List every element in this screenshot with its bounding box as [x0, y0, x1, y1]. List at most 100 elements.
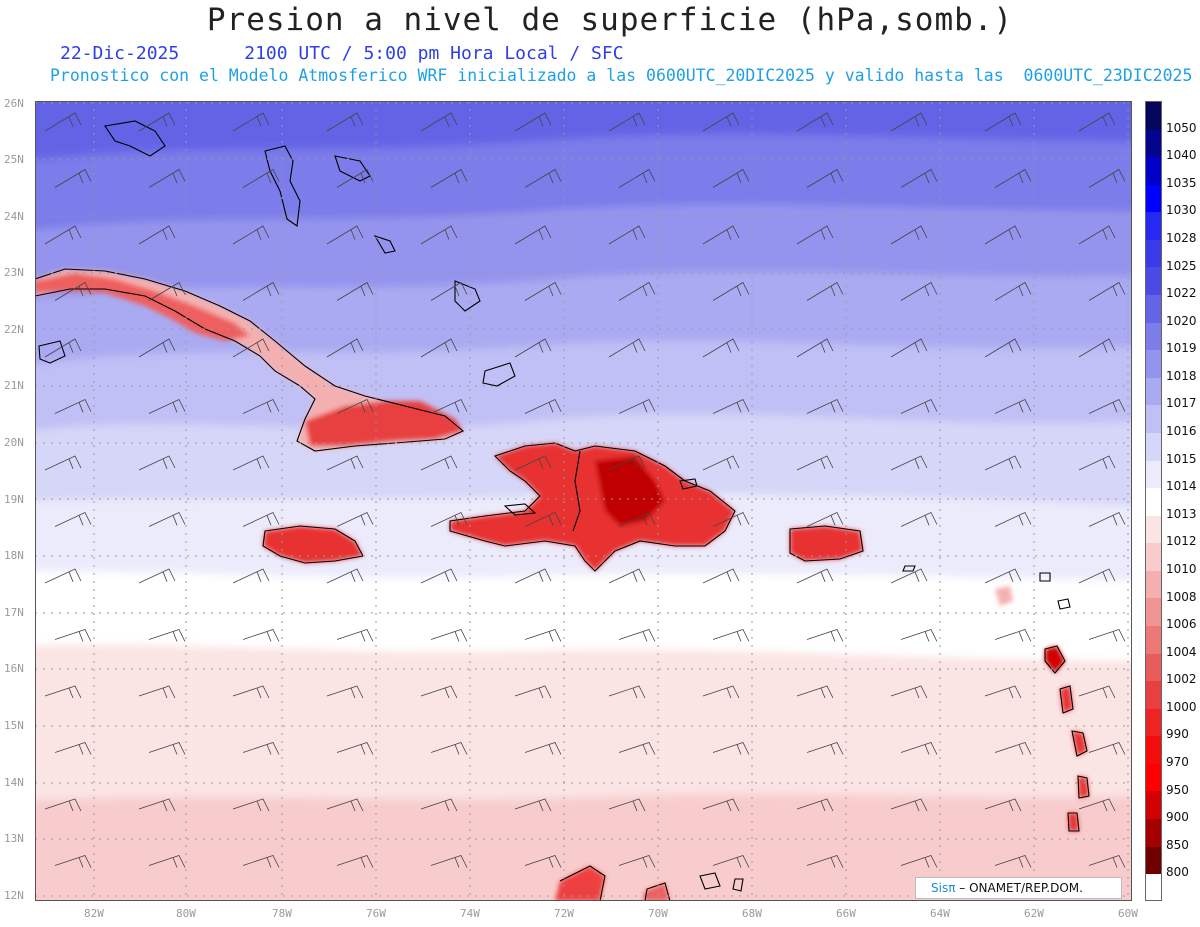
legend-swatch: [1146, 350, 1161, 378]
wind-barb: [138, 568, 176, 584]
legend-level-label: 970: [1166, 755, 1189, 770]
lat-label: 25N: [4, 153, 24, 166]
legend-swatch: [1146, 708, 1161, 737]
wind-barb: [148, 398, 186, 414]
legend-swatch: [1146, 763, 1161, 792]
wind-barb: [514, 685, 552, 699]
wind-barb: [712, 629, 750, 642]
wind-barb: [242, 281, 280, 301]
wind-barb: [420, 455, 458, 471]
wind-barb: [900, 281, 938, 301]
wind-barb: [44, 112, 82, 132]
legend-level-label: 1006: [1166, 617, 1197, 632]
wind-barb: [54, 742, 92, 755]
legend-level-label: 1025: [1166, 258, 1197, 273]
legend-swatch: [1146, 625, 1161, 654]
wind-barb: [796, 455, 834, 471]
wind-barb: [796, 685, 834, 699]
wind-barb: [232, 455, 270, 471]
wind-barb: [514, 112, 552, 132]
wind-barb: [796, 338, 834, 358]
wind-barb: [430, 855, 468, 868]
legend-swatch: [1146, 819, 1161, 847]
wind-barb: [44, 338, 82, 358]
wind-barb: [232, 112, 270, 132]
wind-barb: [138, 685, 176, 699]
wind-barb: [430, 398, 468, 414]
legend-swatch: [1146, 736, 1161, 764]
legend-swatch: [1146, 432, 1161, 461]
wind-barb: [232, 225, 270, 245]
wind-barb: [148, 629, 186, 642]
wind-barb: [242, 398, 280, 414]
wind-barb: [806, 168, 844, 188]
wind-barb: [994, 281, 1032, 301]
wind-barb: [806, 511, 844, 527]
lon-label: 60W: [1118, 907, 1138, 920]
lat-label: 20N: [4, 436, 24, 449]
lon-label: 82W: [84, 907, 104, 920]
lat-label: 16N: [4, 662, 24, 675]
wind-barb: [44, 225, 82, 245]
lon-label: 64W: [930, 907, 950, 920]
wind-barb: [900, 511, 938, 527]
wind-barb: [138, 455, 176, 471]
wind-barb: [326, 798, 364, 812]
wind-barb: [514, 225, 552, 245]
legend-level-label: 1015: [1166, 451, 1197, 466]
wind-barb: [806, 629, 844, 642]
pressure-bands: [35, 101, 1132, 901]
wind-barb: [1088, 511, 1126, 527]
lon-label: 74W: [460, 907, 480, 920]
wind-barb: [242, 168, 280, 188]
wind-barb: [890, 455, 928, 471]
wind-barb: [608, 568, 646, 584]
legend-swatch: [1146, 102, 1161, 130]
wind-barb: [336, 629, 374, 642]
wind-barb: [1078, 225, 1116, 245]
legend-level-label: 1020: [1166, 313, 1197, 328]
wind-barb: [420, 798, 458, 812]
wind-barb: [336, 855, 374, 868]
legend-level-label: 850: [1166, 837, 1189, 852]
wind-barb: [608, 798, 646, 812]
wind-barb: [984, 685, 1022, 699]
legend-swatch: [1146, 460, 1161, 489]
lon-label: 62W: [1024, 907, 1044, 920]
legend-level-label: 900: [1166, 810, 1189, 825]
legend-level-label: 1010: [1166, 561, 1197, 576]
wind-barb: [420, 112, 458, 132]
wind-barb: [138, 112, 176, 132]
wind-barb: [232, 685, 270, 699]
lat-label: 13N: [4, 832, 24, 845]
wind-barb: [54, 511, 92, 527]
wind-barb: [148, 511, 186, 527]
wind-barb: [984, 225, 1022, 245]
wind-barb: [702, 112, 740, 132]
wind-barb: [430, 168, 468, 188]
wind-barb: [994, 855, 1032, 868]
wind-barb: [608, 112, 646, 132]
color-legend: [1145, 101, 1162, 901]
sispi-logo-text: Sisπ: [931, 881, 956, 895]
wind-barb: [890, 225, 928, 245]
wind-barb: [44, 455, 82, 471]
pressure-map: [35, 101, 1132, 901]
wind-barb: [796, 568, 834, 584]
wind-barb: [336, 281, 374, 301]
wind-barb: [1088, 629, 1126, 642]
wind-barb: [232, 568, 270, 584]
wind-barb: [608, 685, 646, 699]
wind-barb: [514, 455, 552, 471]
legend-swatch: [1146, 543, 1161, 571]
wind-barb: [524, 168, 562, 188]
wind-barb: [900, 168, 938, 188]
wind-barb: [232, 798, 270, 812]
wind-barb: [618, 398, 656, 414]
wind-barb: [618, 629, 656, 642]
wind-barb: [994, 168, 1032, 188]
wind-barb: [524, 629, 562, 642]
legend-level-label: 1040: [1166, 148, 1197, 163]
wind-barb: [514, 798, 552, 812]
legend-swatch: [1146, 295, 1161, 323]
